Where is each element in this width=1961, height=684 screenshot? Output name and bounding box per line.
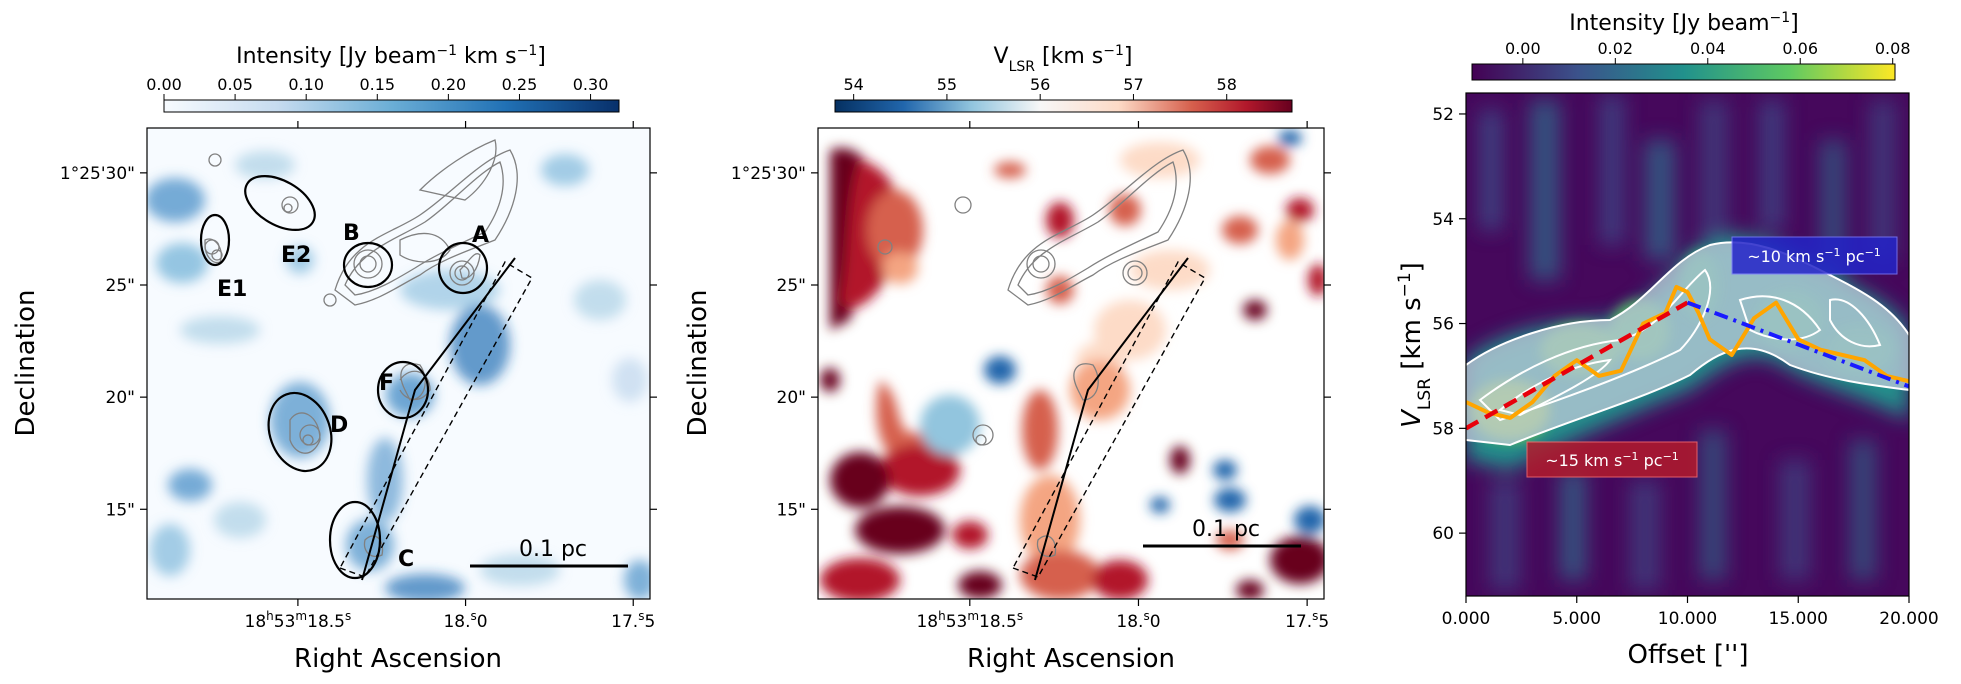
map1-slice [338,257,533,581]
pv-x-tick-label: 15.000 [1769,609,1828,629]
pv-colorbar [1471,63,1896,81]
map1-scale-bar: 0.1 pc [470,537,628,568]
pv-diagram-panel: ~10 km s−1 pc−1 ~15 km s−1 pc−1 0.000 5.0… [1395,10,1939,670]
colorbar-tick-label: 55 [937,75,957,94]
colorbar-tick-label: 58 [1217,75,1237,94]
pv-intensity-field [1466,95,1909,590]
map2-xlabel: Right Ascension [967,644,1175,674]
map1-axes: 18h53m18.5s 18.s0 17.s5 1°25'30" 25" 20" 15" [60,121,657,632]
y-tick-label: 25" [777,276,806,296]
region-label-E1: E1 [217,277,247,302]
map2-slice [1011,257,1206,581]
colorbar-tick-label: 0.00 [146,75,182,94]
pv-fit-blue-line [1686,300,1909,389]
x-tick-label: 18h53m18.5s [916,609,1023,632]
pv-x-tick-label: 5.000 [1552,609,1601,629]
pv-contours [1466,241,1909,447]
region-E1-ellipse [199,213,231,267]
map2-scale-label: 0.1 pc [1192,517,1260,542]
map2-axes: 18h53m18.5s 18.s0 17.s5 1°25'30" 25" 20" 15" [731,121,1331,632]
colorbar-tick-label: 0.08 [1875,39,1911,58]
pv-y-tick-label: 58 [1432,419,1454,439]
map2-colorbar [834,99,1293,113]
colorbar-tick-label: 0.30 [573,75,609,94]
colorbar-tick-label: 0.25 [502,75,538,94]
colorbar-tick-label: 0.15 [359,75,395,94]
pv-y-tick-label: 56 [1432,315,1454,335]
y-tick-label: 20" [106,388,135,408]
map1-region-labels: A B C D E1 E2 F [217,221,489,572]
map2-ylabel: Declination [683,290,713,437]
map2-scale-bar: 0.1 pc [1143,517,1301,548]
region-A-ellipse [437,241,489,295]
colorbar-tick-label: 57 [1123,75,1143,94]
x-tick-label: 18.s0 [1116,609,1160,632]
colorbar-tick-label: 0.05 [217,75,253,94]
map2-emission [820,130,1324,599]
colorbar-tick-label: 0.20 [431,75,467,94]
pv-ylabel: VLSR [km s−1] [1395,262,1435,428]
y-tick-label: 1°25'30" [731,164,806,184]
map2-contours [877,149,1191,558]
colorbar-tick-label: 0.06 [1782,39,1818,58]
intensity-map-panel: A B C D E1 E2 F 0.1 pc 18h53m18.5s 18.s0 1… [11,43,657,674]
map1-scale-label: 0.1 pc [519,537,587,562]
pv-y-tick-label: 54 [1432,210,1454,230]
colorbar-tick-label: 0.00 [1505,39,1541,58]
region-label-C: C [398,547,414,572]
region-label-D: D [330,413,348,438]
pv-annotation-red: ~15 km s−1 pc−1 [1526,441,1698,478]
region-E2-ellipse [244,174,316,232]
y-tick-label: 1°25'30" [60,164,135,184]
region-label-F: F [379,371,394,396]
x-tick-label: 18.s0 [443,609,487,632]
map2-frame [817,127,1325,600]
y-tick-label: 15" [777,500,806,520]
map1-ylabel: Declination [11,290,41,437]
pv-annotation-red-text: ~15 km s−1 pc−1 [1545,450,1679,471]
x-tick-label: 17.s5 [1285,609,1329,632]
colorbar-tick-label: 0.04 [1690,39,1726,58]
map1-xlabel: Right Ascension [294,644,502,674]
region-label-E2: E2 [281,243,311,268]
pv-contour-fill [1466,242,1909,445]
colorbar-tick-label: 54 [843,75,863,94]
x-tick-label: 18h53m18.5s [245,609,352,632]
pv-x-tick-label: 20.000 [1879,609,1938,629]
x-tick-label: 17.s5 [611,609,655,632]
y-tick-label: 25" [106,276,135,296]
map1-colorbar [163,99,620,113]
map2-colorbar-ticks: 54 55 56 57 58 [843,75,1237,100]
pv-xlabel: Offset [''] [1628,640,1749,670]
y-tick-label: 20" [777,388,806,408]
region-D-ellipse [267,391,333,473]
pv-x-tick-label: 0.000 [1442,609,1491,629]
pv-y-tick-label: 60 [1432,524,1454,544]
region-F-ellipse [376,360,430,420]
region-C-ellipse [328,500,382,580]
pv-axes: 0.000 5.000 10.000 15.000 20.000 52 54 56 58 60 [1432,105,1938,629]
y-tick-label: 15" [106,500,135,520]
map1-colorbar-label: Intensity [Jy beam−1 km s−1] [236,43,546,69]
region-label-B: B [343,221,360,246]
pv-y-tick-label: 52 [1432,105,1454,125]
pv-annotation-blue: ~10 km s−1 pc−1 [1731,236,1898,275]
pv-annotation-blue-text: ~10 km s−1 pc−1 [1747,246,1881,267]
pv-colorbar-ticks: 0.00 0.02 0.04 0.06 0.08 [1505,39,1911,64]
region-B-ellipse [342,241,394,289]
velocity-map-panel: 0.1 pc 18h53m18.5s 18.s0 17.s5 1°25'30" 25" 2… [683,43,1331,674]
map2-colorbar-label: VLSR [km s−1] [994,43,1133,75]
map1-region-ellipses [199,174,489,580]
colorbar-tick-label: 0.10 [288,75,324,94]
colorbar-tick-label: 0.02 [1597,39,1633,58]
pv-colorbar-label: Intensity [Jy beam−1] [1569,10,1798,36]
colorbar-tick-label: 56 [1030,75,1050,94]
map1-frame [146,127,651,600]
pv-x-tick-label: 10.000 [1658,609,1717,629]
map1-emission [147,139,650,599]
map1-colorbar-ticks: 0.00 0.05 0.10 0.15 0.20 0.25 0.30 [146,75,608,100]
region-label-A: A [472,223,489,248]
